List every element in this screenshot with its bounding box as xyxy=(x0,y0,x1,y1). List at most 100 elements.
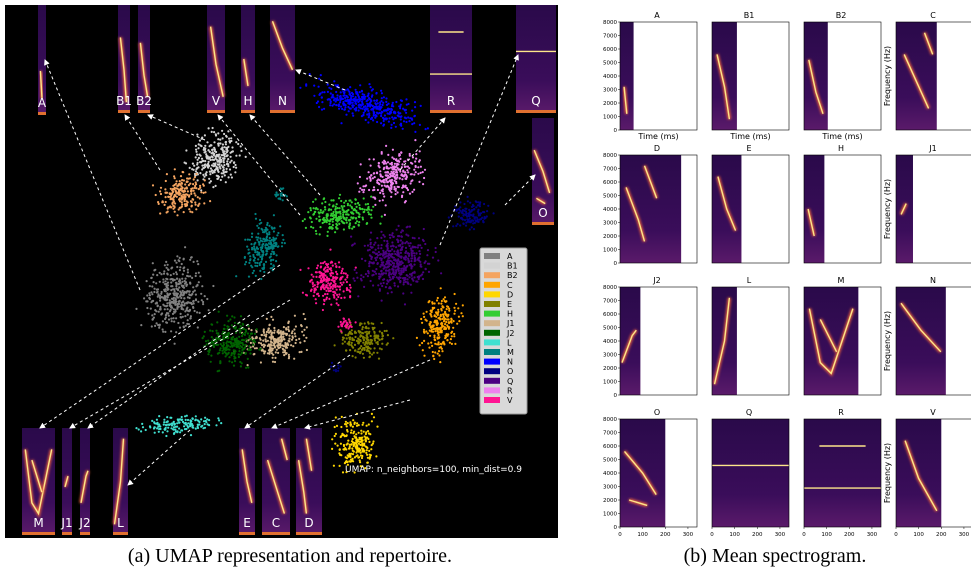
point xyxy=(384,204,387,207)
point xyxy=(235,275,238,278)
point xyxy=(209,144,212,147)
point xyxy=(274,244,277,248)
point xyxy=(465,212,468,215)
point xyxy=(382,162,386,165)
point xyxy=(359,103,362,106)
point xyxy=(154,193,157,197)
point xyxy=(228,360,231,363)
point xyxy=(159,212,162,215)
point xyxy=(196,426,200,430)
point xyxy=(269,330,272,333)
point xyxy=(372,119,375,122)
point xyxy=(273,242,276,245)
point xyxy=(368,260,371,263)
point xyxy=(385,162,388,165)
axes-frame xyxy=(803,286,882,396)
point xyxy=(229,161,232,164)
point xyxy=(293,328,296,331)
point xyxy=(153,269,156,272)
point xyxy=(305,84,308,87)
point xyxy=(172,302,175,305)
point xyxy=(135,427,138,430)
point xyxy=(382,272,385,275)
point xyxy=(163,421,166,424)
point xyxy=(321,221,324,225)
point xyxy=(348,90,351,94)
point xyxy=(182,211,185,214)
point xyxy=(353,98,357,101)
point xyxy=(365,341,368,345)
legend-swatch xyxy=(484,301,500,307)
point xyxy=(266,221,269,225)
point xyxy=(212,344,215,347)
point xyxy=(413,122,416,125)
point xyxy=(177,208,180,211)
point xyxy=(251,271,254,275)
point xyxy=(320,273,323,276)
strip xyxy=(430,110,472,113)
axes-frame xyxy=(895,154,971,264)
point xyxy=(191,168,194,171)
y-tick-label: 7000 xyxy=(603,167,617,173)
point xyxy=(437,308,440,311)
point xyxy=(262,242,265,246)
point xyxy=(421,341,424,345)
point xyxy=(357,224,360,227)
point xyxy=(150,291,153,294)
point xyxy=(416,246,419,249)
point xyxy=(166,296,169,299)
point xyxy=(399,103,402,106)
point xyxy=(189,258,192,261)
point xyxy=(186,201,189,204)
point xyxy=(192,260,195,263)
point xyxy=(407,242,410,245)
point xyxy=(221,129,224,132)
point xyxy=(363,322,366,325)
point xyxy=(249,332,252,335)
point xyxy=(373,106,376,109)
point xyxy=(381,284,384,288)
point xyxy=(316,264,319,267)
point xyxy=(421,321,424,324)
point xyxy=(184,246,187,249)
point xyxy=(344,199,347,202)
point xyxy=(171,198,174,201)
point xyxy=(274,338,277,341)
point xyxy=(380,100,383,103)
point xyxy=(272,252,275,256)
thumbnail-label: E xyxy=(243,516,251,530)
point xyxy=(378,105,381,109)
point xyxy=(361,328,364,331)
point xyxy=(198,420,201,424)
point xyxy=(463,209,466,212)
point xyxy=(403,279,406,282)
point xyxy=(362,421,365,424)
point xyxy=(352,98,355,101)
point xyxy=(173,278,176,281)
point xyxy=(167,314,170,317)
point xyxy=(361,107,364,110)
point xyxy=(355,271,358,274)
point xyxy=(338,464,341,467)
point xyxy=(384,171,387,174)
point xyxy=(282,326,285,329)
point xyxy=(313,210,316,214)
point xyxy=(329,287,332,290)
point xyxy=(196,419,199,422)
point xyxy=(372,351,375,354)
point xyxy=(328,203,331,206)
point xyxy=(355,438,358,441)
x-tick-label: 100 xyxy=(729,532,740,538)
point xyxy=(418,180,421,183)
point xyxy=(354,202,357,205)
point xyxy=(168,299,171,302)
point xyxy=(393,284,396,287)
point xyxy=(386,292,389,295)
point xyxy=(360,115,363,118)
point xyxy=(255,347,258,350)
point xyxy=(275,348,278,351)
point xyxy=(340,220,343,223)
point xyxy=(239,365,242,368)
point xyxy=(437,331,440,334)
point xyxy=(470,214,473,217)
